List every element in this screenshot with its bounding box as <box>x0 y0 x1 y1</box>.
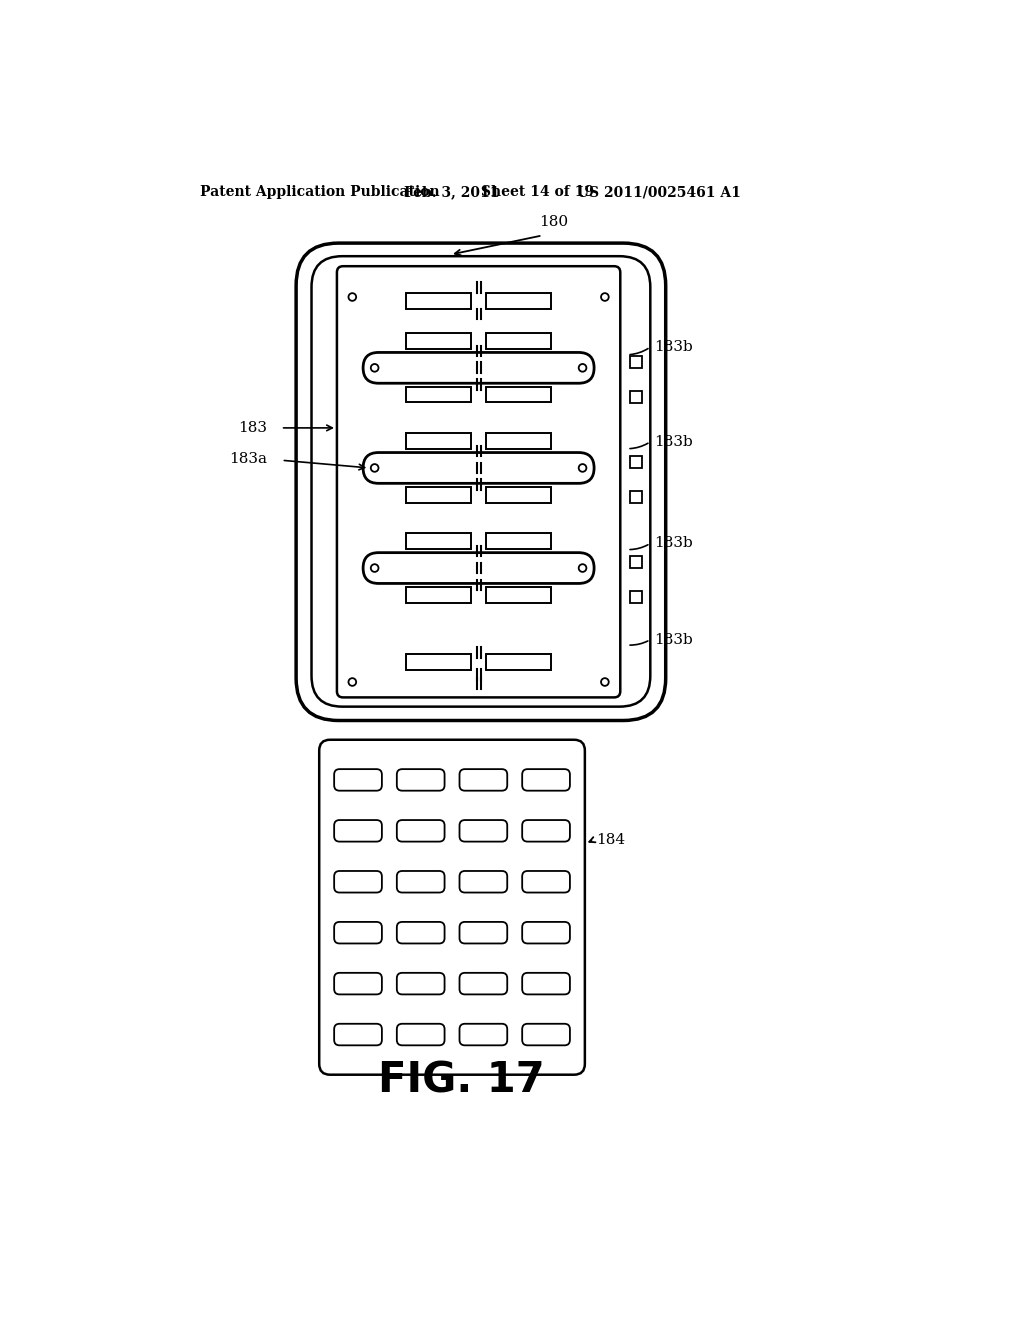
Bar <box>406 433 471 449</box>
Circle shape <box>371 564 379 572</box>
Text: US 2011/0025461 A1: US 2011/0025461 A1 <box>578 185 741 199</box>
Bar <box>406 487 471 503</box>
Bar <box>406 293 471 309</box>
FancyBboxPatch shape <box>397 770 444 791</box>
Bar <box>486 533 551 549</box>
FancyBboxPatch shape <box>397 973 444 994</box>
Bar <box>486 587 551 603</box>
Bar <box>630 591 642 603</box>
FancyBboxPatch shape <box>460 820 507 842</box>
Text: 180: 180 <box>539 215 567 230</box>
Bar <box>406 333 471 348</box>
FancyBboxPatch shape <box>334 1024 382 1045</box>
FancyBboxPatch shape <box>337 267 621 697</box>
FancyBboxPatch shape <box>522 770 570 791</box>
Text: Patent Application Publication: Patent Application Publication <box>200 185 439 199</box>
Circle shape <box>579 364 587 372</box>
Circle shape <box>348 293 356 301</box>
Text: Sheet 14 of 19: Sheet 14 of 19 <box>481 185 594 199</box>
FancyBboxPatch shape <box>522 1024 570 1045</box>
Circle shape <box>579 564 587 572</box>
Bar <box>630 556 642 568</box>
Bar <box>406 387 471 403</box>
Text: 183b: 183b <box>654 632 693 647</box>
Bar <box>406 533 471 549</box>
Text: 183: 183 <box>239 421 267 434</box>
Bar <box>486 387 551 403</box>
FancyBboxPatch shape <box>522 921 570 944</box>
Text: 183b: 183b <box>654 341 693 354</box>
FancyBboxPatch shape <box>397 871 444 892</box>
FancyBboxPatch shape <box>364 553 594 583</box>
Circle shape <box>579 465 587 471</box>
Circle shape <box>371 465 379 471</box>
Bar <box>630 355 642 368</box>
Bar <box>486 293 551 309</box>
FancyBboxPatch shape <box>397 820 444 842</box>
FancyBboxPatch shape <box>319 739 585 1074</box>
FancyBboxPatch shape <box>334 871 382 892</box>
Text: 183a: 183a <box>229 451 267 466</box>
Text: 183b: 183b <box>654 536 693 550</box>
FancyBboxPatch shape <box>397 1024 444 1045</box>
FancyBboxPatch shape <box>296 243 666 721</box>
FancyBboxPatch shape <box>522 871 570 892</box>
Text: Feb. 3, 2011: Feb. 3, 2011 <box>403 185 500 199</box>
Bar <box>486 433 551 449</box>
Bar <box>406 655 471 669</box>
Circle shape <box>371 364 379 372</box>
FancyBboxPatch shape <box>522 973 570 994</box>
FancyBboxPatch shape <box>460 1024 507 1045</box>
FancyBboxPatch shape <box>334 973 382 994</box>
Circle shape <box>601 293 608 301</box>
Circle shape <box>601 678 608 686</box>
FancyBboxPatch shape <box>460 871 507 892</box>
Bar <box>486 487 551 503</box>
FancyBboxPatch shape <box>364 453 594 483</box>
Bar <box>486 333 551 348</box>
Bar <box>630 491 642 503</box>
FancyBboxPatch shape <box>460 770 507 791</box>
Bar <box>630 455 642 469</box>
FancyBboxPatch shape <box>397 921 444 944</box>
Bar <box>630 391 642 404</box>
FancyBboxPatch shape <box>334 820 382 842</box>
FancyBboxPatch shape <box>364 352 594 383</box>
Bar <box>486 655 551 669</box>
Bar <box>406 587 471 603</box>
FancyBboxPatch shape <box>522 820 570 842</box>
Circle shape <box>348 678 356 686</box>
Text: 183b: 183b <box>654 434 693 449</box>
Text: 184: 184 <box>596 833 626 847</box>
FancyBboxPatch shape <box>334 921 382 944</box>
Text: FIG. 17: FIG. 17 <box>378 1060 545 1102</box>
FancyBboxPatch shape <box>460 921 507 944</box>
FancyBboxPatch shape <box>311 256 650 706</box>
FancyBboxPatch shape <box>334 770 382 791</box>
FancyBboxPatch shape <box>460 973 507 994</box>
